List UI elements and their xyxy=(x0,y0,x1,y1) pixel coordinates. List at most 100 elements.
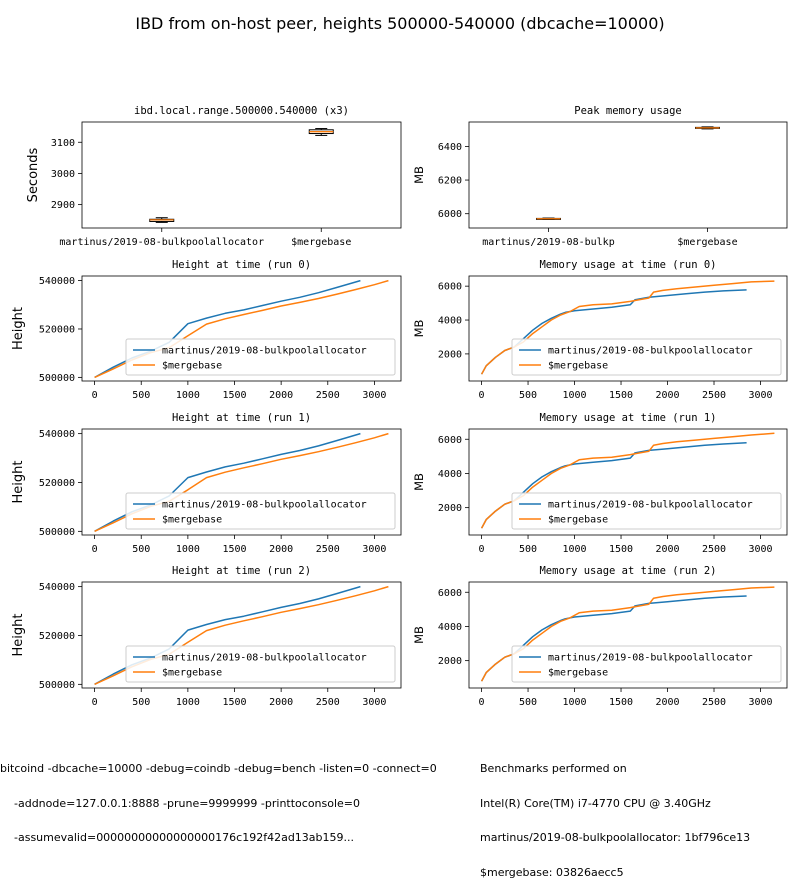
y-tick-label: 3100 xyxy=(51,138,75,149)
y-tick-label: 6000 xyxy=(438,435,462,446)
y-axis-label: Seconds xyxy=(26,147,41,202)
legend-label: $mergebase xyxy=(162,361,222,372)
y-tick-label: 6400 xyxy=(438,142,462,153)
legend-label: $mergebase xyxy=(548,515,608,526)
y-tick-label: 2000 xyxy=(438,349,462,360)
legend-label: martinus/2019-08-bulkpoolallocator xyxy=(162,346,367,357)
subplot-title: Memory usage at time (run 1) xyxy=(539,412,716,424)
x-tick-label: 2000 xyxy=(655,697,679,708)
legend-label: $mergebase xyxy=(548,668,608,679)
subplot-title: ibd.local.range.500000.540000 (x3) xyxy=(134,105,349,117)
y-axis-label: Height xyxy=(11,461,26,504)
subplot: Peak memory usage MB 6000 6200 6400 martinus/… xyxy=(412,105,788,248)
legend-label: martinus/2019-08-bulkpoolallocator xyxy=(548,346,753,357)
y-tick-label: 540000 xyxy=(39,276,75,287)
x-tick-label: martinus/2019-08-bulkp xyxy=(482,237,614,248)
legend-frame xyxy=(511,338,782,376)
y-axis-label: MB xyxy=(412,319,426,337)
subplot-title: Peak memory usage xyxy=(574,105,681,117)
x-tick-label: 1000 xyxy=(176,697,200,708)
footer-left-line: -assumevalid=00000000000000000176c192f42… xyxy=(14,831,355,844)
footer-right-line: Intel(R) Core(TM) i7-4770 CPU @ 3.40GHz xyxy=(480,796,711,810)
y-tick-label: 6000 xyxy=(438,282,462,293)
y-tick-label: 500000 xyxy=(39,680,75,691)
axes-frame xyxy=(81,275,402,382)
x-tick-label: 2000 xyxy=(655,544,679,555)
x-tick-label: 3000 xyxy=(748,544,772,555)
legend-label: martinus/2019-08-bulkpoolallocator xyxy=(548,500,753,511)
footer-left-line: bitcoind -dbcache=10000 -debug=coindb -d… xyxy=(0,762,437,775)
legend-label: martinus/2019-08-bulkpoolallocator xyxy=(162,653,367,664)
x-tick-label: 3000 xyxy=(362,697,386,708)
x-tick-label: 1000 xyxy=(176,390,200,401)
subplot-title: Height at time (run 0) xyxy=(172,259,311,271)
x-tick-label: 2500 xyxy=(702,544,726,555)
y-tick-label: 500000 xyxy=(39,527,75,538)
footer-left-line: -addnode=127.0.0.1:8888 -prune=9999999 -… xyxy=(14,796,361,810)
subplot: ibd.local.range.500000.540000 (x3) Second… xyxy=(26,105,402,248)
legend: martinus/2019-08-bulkpoolallocator $merge… xyxy=(125,338,396,376)
subplot: Memory usage at time (run 0) MB 2000 4000 60… xyxy=(412,259,788,401)
subplot: Memory usage at time (run 2) MB 2000 4000 60… xyxy=(412,565,788,708)
x-tick-label: 1500 xyxy=(222,544,246,555)
x-tick-label: 2000 xyxy=(269,544,293,555)
x-tick-label: 3000 xyxy=(748,390,772,401)
legend: martinus/2019-08-bulkpoolallocator $merge… xyxy=(125,645,396,683)
y-tick-label: 6000 xyxy=(438,209,462,220)
subplot-title: Height at time (run 2) xyxy=(172,565,311,577)
x-tick-label: 500 xyxy=(519,697,537,708)
legend-label: $mergebase xyxy=(162,515,222,526)
y-tick-label: 540000 xyxy=(39,582,75,593)
figure-canvas: ibd.local.range.500000.540000 (x3) Second… xyxy=(11,105,788,708)
y-tick-label: 4000 xyxy=(438,316,462,327)
x-tick-label: martinus/2019-08-bulkpoolallocator xyxy=(59,237,264,248)
x-tick-label: 1000 xyxy=(562,390,586,401)
legend: martinus/2019-08-bulkpoolallocator $merge… xyxy=(511,338,782,376)
x-tick-label: 1500 xyxy=(609,697,633,708)
x-tick-label: 1500 xyxy=(609,390,633,401)
legend: martinus/2019-08-bulkpoolallocator $merge… xyxy=(125,492,396,530)
y-tick-label: 540000 xyxy=(39,429,75,440)
x-tick-label: 1000 xyxy=(562,697,586,708)
x-tick-label: 2500 xyxy=(316,544,340,555)
x-tick-label: 2000 xyxy=(269,697,293,708)
y-tick-label: 520000 xyxy=(39,478,75,489)
x-tick-label: 0 xyxy=(92,544,98,555)
axes-frame xyxy=(81,428,402,536)
x-tick-label: 500 xyxy=(519,390,537,401)
subplot: Memory usage at time (run 1) MB 2000 4000 60… xyxy=(412,412,788,555)
y-tick-label: 6200 xyxy=(438,176,462,187)
y-axis-label: Height xyxy=(11,307,26,350)
y-tick-label: 3000 xyxy=(51,169,75,180)
x-tick-label: 1000 xyxy=(176,544,200,555)
legend-frame xyxy=(125,492,396,530)
legend-label: $mergebase xyxy=(162,668,222,679)
x-tick-label: 0 xyxy=(479,544,485,555)
x-tick-label: $mergebase xyxy=(291,237,351,248)
y-tick-label: 6000 xyxy=(438,588,462,599)
legend-label: martinus/2019-08-bulkpoolallocator xyxy=(162,500,367,511)
x-tick-label: 3000 xyxy=(748,697,772,708)
x-tick-label: 3000 xyxy=(362,390,386,401)
footer-command-line: bitcoind -dbcache=10000 -debug=coindb -d… xyxy=(0,740,437,855)
x-tick-label: 2000 xyxy=(269,390,293,401)
footer-benchmark-info: Benchmarks performed on Intel(R) Core(TM… xyxy=(480,740,750,890)
y-tick-label: 500000 xyxy=(39,373,75,384)
y-tick-label: 2000 xyxy=(438,656,462,667)
axes-frame xyxy=(468,581,788,689)
x-tick-label: 500 xyxy=(132,697,150,708)
legend-frame xyxy=(511,492,782,530)
y-tick-label: 520000 xyxy=(39,631,75,642)
subplot: Height at time (run 1) Height 500000 520000… xyxy=(11,412,402,555)
subplot-title: Memory usage at time (run 2) xyxy=(539,565,716,577)
axes-frame xyxy=(81,121,402,229)
x-tick-label: 0 xyxy=(92,390,98,401)
x-tick-label: 500 xyxy=(519,544,537,555)
y-axis-label: MB xyxy=(412,626,426,644)
footer-right-line: martinus/2019-08-bulkpoolallocator: 1bf7… xyxy=(480,831,751,844)
legend-label: martinus/2019-08-bulkpoolallocator xyxy=(548,653,753,664)
x-tick-label: $mergebase xyxy=(677,237,737,248)
x-tick-label: 0 xyxy=(92,697,98,708)
x-tick-label: 2500 xyxy=(316,697,340,708)
legend-frame xyxy=(125,338,396,376)
